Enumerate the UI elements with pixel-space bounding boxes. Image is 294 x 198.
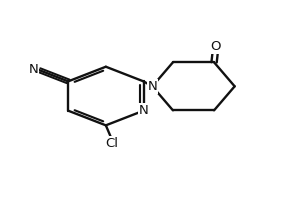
Text: N: N xyxy=(139,104,148,117)
Text: N: N xyxy=(148,80,157,93)
Text: Cl: Cl xyxy=(105,137,118,150)
Text: O: O xyxy=(210,40,221,53)
Text: N: N xyxy=(29,63,39,75)
